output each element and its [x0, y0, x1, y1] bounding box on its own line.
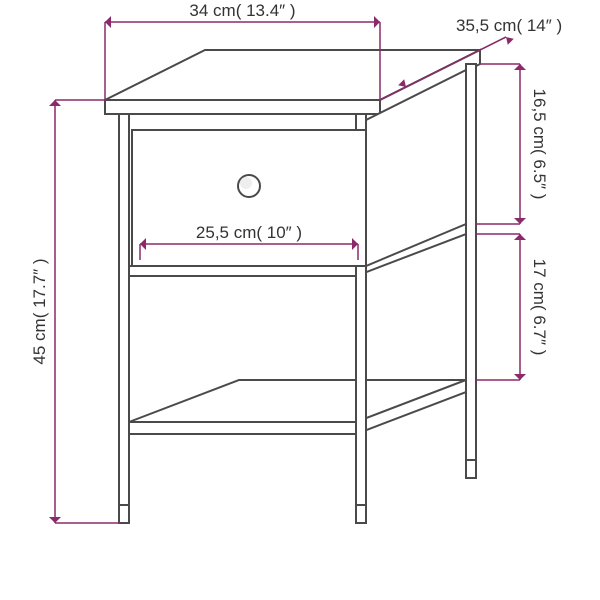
svg-text:16,5 cm( 6.5″ ): 16,5 cm( 6.5″ ) — [530, 89, 549, 200]
svg-text:35,5 cm( 14″ ): 35,5 cm( 14″ ) — [456, 16, 562, 35]
svg-text:34 cm( 13.4″ ): 34 cm( 13.4″ ) — [189, 1, 295, 20]
svg-text:25,5 cm( 10″ ): 25,5 cm( 10″ ) — [196, 223, 302, 242]
svg-text:45 cm( 17.7″ ): 45 cm( 17.7″ ) — [30, 258, 49, 364]
svg-text:17 cm( 6.7″ ): 17 cm( 6.7″ ) — [530, 259, 549, 356]
